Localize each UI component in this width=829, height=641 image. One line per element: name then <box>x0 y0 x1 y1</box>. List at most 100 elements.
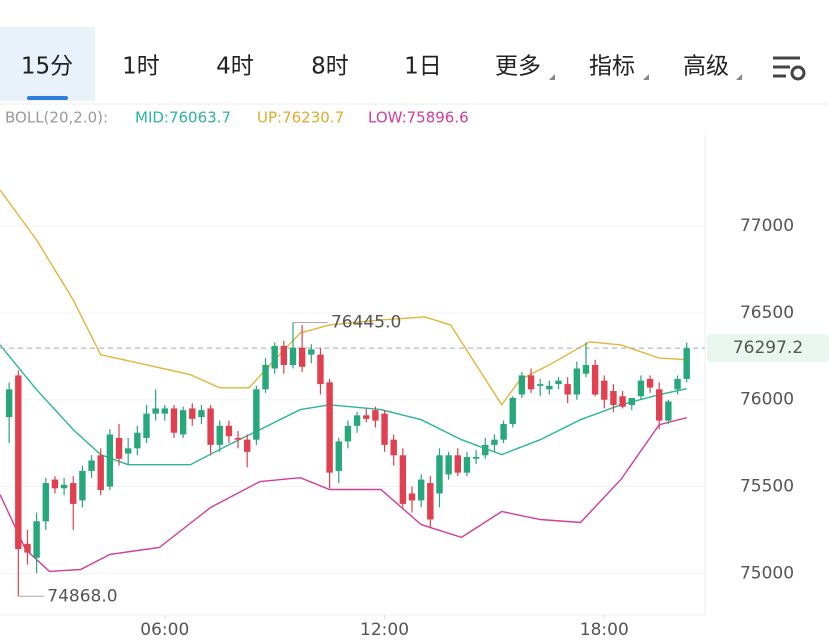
tab[interactable]: 高级 <box>683 54 729 80</box>
indicator-name: BOLL(20,2.0): <box>5 109 108 127</box>
candle-body <box>308 349 315 355</box>
candle-body <box>152 408 159 414</box>
candle-body <box>472 457 480 459</box>
candle-body <box>353 415 361 426</box>
candle-body <box>298 347 306 367</box>
candle-body <box>225 425 233 437</box>
candle-body <box>518 375 526 395</box>
candle-body <box>271 345 278 369</box>
x-tick-label: 18:00 <box>580 620 629 640</box>
candle-body <box>372 410 379 421</box>
candle-body <box>280 345 288 366</box>
tab[interactable]: 4时 <box>216 54 254 80</box>
dropdown-arrows <box>549 74 742 80</box>
candle-body <box>189 408 196 419</box>
candle-body <box>610 391 617 405</box>
candle-body <box>60 484 68 489</box>
candle-body <box>381 413 388 445</box>
band-line <box>0 344 687 466</box>
y-tick-label: 77000 <box>740 216 794 236</box>
candle-body <box>482 444 489 456</box>
candle-body <box>637 380 645 397</box>
band-line <box>0 189 687 407</box>
candle-body <box>491 439 498 445</box>
candle-body <box>326 382 333 473</box>
candle-body <box>244 439 251 452</box>
candle-body <box>70 483 77 504</box>
candle-body <box>262 365 269 390</box>
indicator-low: LOW:75896.6 <box>368 109 469 127</box>
candle-body <box>436 455 443 494</box>
candle-body <box>454 455 461 473</box>
candle-body <box>665 401 672 421</box>
candle-body <box>124 448 132 454</box>
candle-body <box>216 425 223 445</box>
candle-body <box>106 434 114 487</box>
candle-body <box>601 380 608 400</box>
candle-body <box>619 396 626 407</box>
candle-body <box>363 415 370 419</box>
tab[interactable]: 15分 <box>21 54 73 80</box>
tab[interactable]: 更多 <box>495 54 541 80</box>
candle-body <box>656 389 663 421</box>
candle-body <box>646 378 654 388</box>
last-price-label: 76297.2 <box>733 338 803 358</box>
candle-body <box>463 457 471 473</box>
candle-body <box>317 354 324 385</box>
candle-body <box>97 455 104 491</box>
tab-bar: 15分 1时 4时 8时 1日 更多 指标 高级 <box>21 54 729 80</box>
y-tick-label: 76000 <box>740 390 794 410</box>
candle-body <box>683 348 690 379</box>
y-tick-label: 75000 <box>740 563 794 583</box>
candle-body <box>115 437 123 459</box>
candle-body <box>344 425 352 442</box>
candle-body <box>79 470 86 501</box>
active-tab-bg <box>0 27 95 101</box>
tab[interactable]: 8时 <box>311 54 349 80</box>
candle-body <box>509 398 516 425</box>
settings-icon[interactable] <box>773 56 806 81</box>
candle-body <box>88 460 95 471</box>
candle-body <box>143 413 150 438</box>
candle-body <box>24 543 31 553</box>
candle-body <box>42 483 49 522</box>
candle-body <box>527 375 535 390</box>
marker-label: 74868.0 <box>47 586 117 606</box>
candle-body <box>179 410 187 435</box>
candle-body <box>234 437 242 440</box>
candle-body <box>335 441 342 471</box>
marker-label: 76445.0 <box>331 312 401 332</box>
candle-body <box>591 365 599 395</box>
candle-body <box>628 398 635 405</box>
candle-body <box>536 384 544 386</box>
candle-body <box>390 439 397 456</box>
tab[interactable]: 指标 <box>589 54 635 80</box>
candle-body <box>546 385 553 390</box>
candle-body <box>134 432 141 449</box>
candle-body <box>198 410 205 418</box>
candle-body <box>51 479 59 489</box>
indicator-up: UP:76230.7 <box>257 109 344 127</box>
candle-body <box>573 368 581 395</box>
candle-body <box>408 493 416 501</box>
x-tick-label: 06:00 <box>140 620 189 640</box>
y-tick-label: 76500 <box>740 303 794 323</box>
candle-body <box>170 408 178 433</box>
candle-body <box>161 408 169 414</box>
indicator-mid: MID:76063.7 <box>135 109 231 127</box>
tab[interactable]: 1日 <box>404 54 442 80</box>
candle-body <box>674 378 681 390</box>
plot: 75000 75500 76000 76500 77000 06:00 12:00 18:00… <box>0 189 829 640</box>
active-tab-underline <box>27 96 68 100</box>
tab[interactable]: 1时 <box>122 54 160 80</box>
candle-body <box>289 347 297 366</box>
y-tick-label: 75500 <box>740 477 794 497</box>
candle-body <box>33 521 40 558</box>
candle-body <box>582 365 590 374</box>
candle-body <box>253 389 260 440</box>
last-price-box <box>707 334 829 363</box>
candle-body <box>417 479 425 501</box>
candle-body <box>555 380 562 385</box>
candle-body <box>500 424 507 440</box>
